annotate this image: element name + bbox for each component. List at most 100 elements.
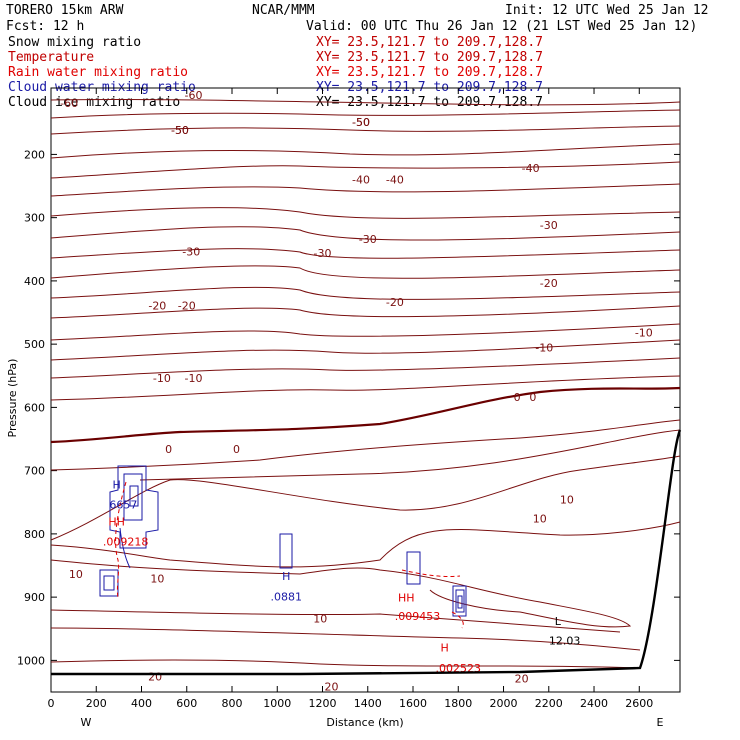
- isotherm-label: -10: [535, 342, 553, 355]
- isotherm-line: [50, 143, 681, 159]
- isotherm-line: [139, 429, 681, 481]
- isotherm-line: [50, 226, 681, 241]
- terrain-line: [51, 429, 682, 676]
- extremum-label: HH: [398, 592, 415, 605]
- isotherm-line: [50, 455, 681, 541]
- x-tick-label: 600: [176, 697, 197, 710]
- x-tick-label: 2600: [625, 697, 653, 710]
- isotherm-label: 20: [515, 673, 529, 686]
- isotherm-label: -30: [359, 233, 377, 246]
- extremum-label: L: [555, 615, 562, 628]
- cloud-water-contour: [99, 569, 119, 597]
- x-tick-label: 200: [86, 697, 107, 710]
- field-temperature-xy: XY= 23.5,121.7 to 209.7,128.7: [316, 50, 543, 65]
- isotherm-label: -50: [171, 124, 189, 137]
- y-tick-label: 900: [24, 591, 45, 604]
- isotherm-label: -30: [540, 219, 558, 232]
- isotherm-label: -20: [178, 299, 196, 312]
- rain-water-contour: [451, 611, 464, 629]
- org-label: NCAR/MMM: [252, 3, 315, 18]
- rain-water-contour: [401, 569, 461, 577]
- plot-area: 0 200 400 600 800 1000 1200 1400 1600 1800 2000 220…: [17, 87, 682, 710]
- extremum-label: H: [441, 642, 449, 655]
- extremum-label: 12.03: [549, 635, 581, 648]
- x-tick-label: 2000: [490, 697, 518, 710]
- model-title: TORERO 15km ARW: [6, 3, 124, 18]
- isotherm-line: [50, 265, 681, 279]
- isotherm-label: -20: [148, 299, 166, 312]
- isotherm-label: 20: [148, 671, 162, 684]
- y-tick-label: 200: [24, 148, 45, 161]
- isotherm-line: [50, 183, 681, 197]
- y-tick-label: 600: [24, 401, 45, 414]
- isotherm-line: [50, 161, 681, 179]
- x-tick-label: 800: [222, 697, 243, 710]
- isotherm-line: [50, 109, 681, 119]
- extremum-label: HH: [108, 516, 125, 529]
- isotherm-line: [50, 609, 621, 633]
- isotherm-label: -20: [386, 296, 404, 309]
- isotherm-line: [50, 323, 681, 341]
- cloud-water-contour: [103, 575, 115, 591]
- field-cloud-ice-xy: XY= 23.5,121.7 to 209.7,128.7: [316, 95, 543, 110]
- cloud-water-contour: [119, 527, 131, 569]
- y-tick-label: 700: [24, 465, 45, 478]
- cloud-water-contour: [123, 473, 143, 521]
- zero-isotherm-line: [50, 386, 681, 444]
- init-time: Init: 12 UTC Wed 25 Jan 12: [505, 3, 709, 18]
- isotherm-line: [50, 419, 681, 471]
- isotherm-line: [50, 521, 681, 568]
- isotherm-label: -40: [352, 174, 370, 187]
- field-snow-xy: XY= 23.5,121.7 to 209.7,128.7: [316, 35, 543, 50]
- isotherm-line: [50, 305, 681, 319]
- y-tick-label: 800: [24, 528, 45, 541]
- extremum-label: .009453: [395, 610, 441, 623]
- isotherm-line: [50, 627, 641, 651]
- cloud-water-contour: [457, 595, 463, 609]
- y-tick-label: 1000: [17, 654, 45, 667]
- isotherm-line: [50, 357, 681, 379]
- cloud-water-contour: [455, 589, 465, 613]
- isotherm-line: [50, 559, 632, 628]
- isotherm-line: [50, 125, 681, 135]
- cloud-water-contour: [452, 585, 467, 617]
- isotherm-label: -10: [153, 372, 171, 385]
- y-tick-label: 500: [24, 338, 45, 351]
- isotherm-label: 10: [150, 573, 164, 586]
- y-tick-label: 300: [24, 212, 45, 225]
- isotherm-label: 10: [533, 513, 547, 526]
- isotherm-label: -50: [352, 116, 370, 129]
- extremum-label: .0881: [271, 590, 303, 603]
- isotherm-line: [50, 659, 641, 669]
- isotherm-label: -10: [185, 372, 203, 385]
- isotherm-label: -20: [540, 277, 558, 290]
- x-tick-label: 1400: [354, 697, 382, 710]
- isotherm-label: -50: [352, 116, 370, 129]
- extremum-label: H: [282, 570, 290, 583]
- east-label: E: [657, 716, 664, 729]
- isotherm-label: -30: [182, 246, 200, 259]
- extremum-label: .009218: [103, 535, 149, 548]
- isotherm-label: 10: [560, 494, 574, 507]
- y-tick-label: 400: [24, 275, 45, 288]
- rain-water-contour: [115, 481, 127, 599]
- isotherm-label: -30: [314, 247, 332, 260]
- isotherm-line: [50, 248, 681, 259]
- isotherm-label: 0: [165, 443, 172, 456]
- extremum-label: 6657: [109, 499, 137, 512]
- field-temperature: Temperature: [8, 50, 94, 65]
- isotherm-line: [50, 339, 681, 361]
- isotherm-line: [50, 207, 681, 219]
- isotherm-label: 0: [514, 391, 521, 404]
- x-tick-label: 1800: [444, 697, 472, 710]
- field-rain: Rain water mixing ratio: [8, 65, 188, 80]
- x-tick-label: 1200: [309, 697, 337, 710]
- isotherm-label: -50: [171, 124, 189, 137]
- isotherm-label: 20: [325, 681, 339, 694]
- isotherm-label: -10: [635, 327, 653, 340]
- isotherm-label: 0: [233, 443, 240, 456]
- isotherm-line: [50, 375, 681, 401]
- field-cloud-ice: Cloud ice mixing ratio: [8, 95, 180, 110]
- y-axis-label: Pressure (hPa): [6, 359, 19, 438]
